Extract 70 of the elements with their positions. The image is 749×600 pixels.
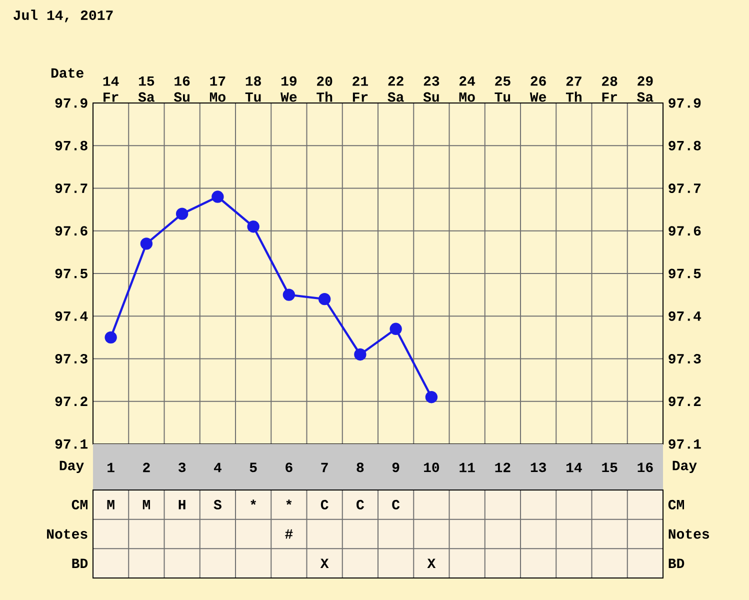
point — [318, 292, 331, 306]
point — [390, 322, 402, 336]
y-tick-label: 97.5 — [55, 268, 88, 278]
text: X — [320, 558, 329, 568]
x-tick-label: 24 Mo — [459, 76, 476, 102]
y-tick-label: 97.4 — [55, 311, 88, 321]
text: M — [142, 500, 150, 510]
text: H — [178, 500, 186, 510]
x-tick-label: 8 — [356, 462, 364, 472]
x-axis-title: Date — [51, 68, 84, 78]
text: C — [392, 500, 400, 510]
y-tick-label: Notes — [668, 529, 710, 539]
x-tick-label: 15 Sa — [138, 76, 154, 102]
x-tick-label: 22 Sa — [388, 76, 404, 102]
x-tick-label: 7 — [321, 462, 328, 472]
x-tick-label: 23 Su — [423, 76, 440, 102]
x-tick-label: 18 Tu — [245, 76, 261, 102]
x-tick-label: 28 Fr — [602, 76, 618, 102]
x-tick-label: 11 — [460, 462, 475, 472]
x-tick-label: 12 — [495, 462, 510, 472]
x-tick-label: 3 — [178, 462, 186, 472]
point — [176, 208, 188, 220]
point — [140, 238, 153, 250]
point — [282, 288, 296, 301]
x-tick-label: 17 Mo — [210, 76, 226, 102]
y-tick-label: 97.1 — [55, 439, 88, 449]
text: C — [320, 500, 328, 510]
y-tick-label: 97.3 — [55, 354, 88, 364]
text: X — [427, 558, 436, 568]
y-tick-label: 97.6 — [55, 226, 88, 236]
point — [247, 220, 260, 233]
text: # — [285, 529, 293, 539]
x-tick-label: 5 — [250, 462, 257, 472]
text: C — [356, 500, 364, 510]
text: Day — [672, 460, 697, 474]
x-tick-label: 26 We — [530, 76, 546, 102]
x-tick-label: 14 Fr — [103, 76, 119, 102]
x-tick-label: 10 — [424, 462, 440, 472]
chart-title: Jul 14, 2017 — [14, 10, 113, 22]
x-tick-label: 19 We — [280, 76, 297, 102]
x-tick-label: 14 — [566, 462, 582, 472]
text: S — [214, 500, 222, 510]
x-tick-label: 16 — [638, 462, 653, 472]
point — [212, 190, 224, 203]
x-tick-label: 27 Th — [566, 76, 582, 102]
x-axis-title: Day — [60, 460, 84, 474]
y-tick-label: CM — [668, 500, 684, 510]
x-tick-label: 4 — [214, 462, 222, 472]
y-tick-label: BD — [668, 558, 684, 568]
x-tick-label: 29 Sa — [637, 76, 654, 102]
text: * — [286, 500, 292, 505]
x-tick-label: 21 Fr — [352, 76, 368, 102]
y-tick-label: 97.2 — [55, 396, 88, 406]
y-tick-label: 97.9 — [55, 98, 88, 108]
y-tick-label: 97.7 — [55, 184, 88, 194]
x-tick-label: 20 Th — [316, 76, 332, 102]
x-tick-label: 25 Tu — [494, 76, 510, 102]
y-tick-label: 97.8 — [55, 140, 88, 150]
x-tick-label: 6 — [286, 462, 292, 472]
x-tick-label: 15 — [602, 462, 618, 472]
x-tick-label: 16 Su — [174, 76, 190, 102]
text: M — [107, 500, 114, 510]
text: * — [250, 500, 256, 505]
point — [354, 348, 366, 361]
x-tick-label: 2 — [143, 462, 150, 472]
point — [425, 391, 438, 404]
x-tick-label: 9 — [392, 462, 400, 472]
x-tick-label: 1 — [108, 462, 114, 472]
x-tick-label: 13 — [530, 462, 546, 472]
point — [104, 331, 117, 344]
